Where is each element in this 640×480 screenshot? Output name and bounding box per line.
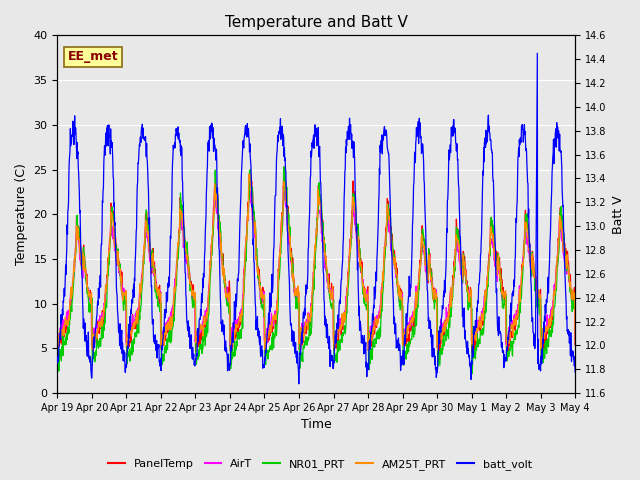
AM25T_PRT — [511, 323, 518, 328]
batt_volt — [295, 381, 303, 387]
batt_volt — [169, 159, 177, 165]
AM25T_PRT — [572, 337, 579, 343]
AM25T_PRT — [169, 310, 177, 315]
AirT — [54, 334, 61, 339]
AM25T_PRT — [246, 171, 253, 177]
NR01_PRT — [156, 309, 164, 314]
batt_volt — [227, 361, 234, 367]
AirT — [227, 338, 235, 344]
Y-axis label: Temperature (C): Temperature (C) — [15, 163, 28, 265]
batt_volt — [572, 369, 579, 375]
batt_volt — [54, 360, 61, 366]
NR01_PRT — [511, 336, 518, 342]
Line: AM25T_PRT: AM25T_PRT — [58, 174, 575, 350]
NR01_PRT — [280, 164, 288, 170]
PanelTemp — [227, 348, 234, 354]
X-axis label: Time: Time — [301, 419, 332, 432]
PanelTemp — [169, 314, 177, 320]
Line: batt_volt: batt_volt — [58, 53, 575, 384]
PanelTemp — [538, 354, 545, 360]
AM25T_PRT — [156, 293, 164, 299]
Line: PanelTemp: PanelTemp — [58, 167, 575, 357]
AirT — [169, 304, 177, 310]
PanelTemp — [280, 164, 287, 170]
batt_volt — [465, 346, 472, 351]
batt_volt — [156, 363, 164, 369]
batt_volt — [534, 50, 541, 56]
AirT — [572, 336, 579, 342]
AirT — [511, 321, 518, 326]
PanelTemp — [510, 319, 518, 325]
AirT — [397, 297, 405, 303]
AM25T_PRT — [465, 295, 472, 300]
NR01_PRT — [572, 302, 579, 308]
Title: Temperature and Batt V: Temperature and Batt V — [225, 15, 408, 30]
AirT — [465, 288, 472, 293]
NR01_PRT — [465, 307, 472, 313]
NR01_PRT — [54, 311, 61, 317]
Y-axis label: Batt V: Batt V — [612, 195, 625, 234]
Line: NR01_PRT: NR01_PRT — [58, 167, 575, 373]
PanelTemp — [465, 292, 472, 298]
AM25T_PRT — [54, 341, 61, 347]
NR01_PRT — [169, 325, 177, 331]
Legend: PanelTemp, AirT, NR01_PRT, AM25T_PRT, batt_volt: PanelTemp, AirT, NR01_PRT, AM25T_PRT, ba… — [104, 455, 536, 474]
batt_volt — [397, 368, 404, 373]
AM25T_PRT — [227, 340, 234, 346]
AirT — [245, 182, 253, 188]
PanelTemp — [572, 342, 579, 348]
NR01_PRT — [397, 305, 404, 311]
AM25T_PRT — [434, 347, 442, 353]
NR01_PRT — [227, 366, 234, 372]
Text: EE_met: EE_met — [68, 50, 118, 63]
AirT — [156, 294, 164, 300]
AM25T_PRT — [397, 293, 404, 299]
PanelTemp — [397, 292, 404, 298]
Line: AirT: AirT — [58, 185, 575, 347]
batt_volt — [510, 277, 518, 283]
AirT — [89, 344, 97, 349]
PanelTemp — [54, 343, 61, 349]
PanelTemp — [156, 300, 164, 306]
NR01_PRT — [468, 371, 476, 376]
